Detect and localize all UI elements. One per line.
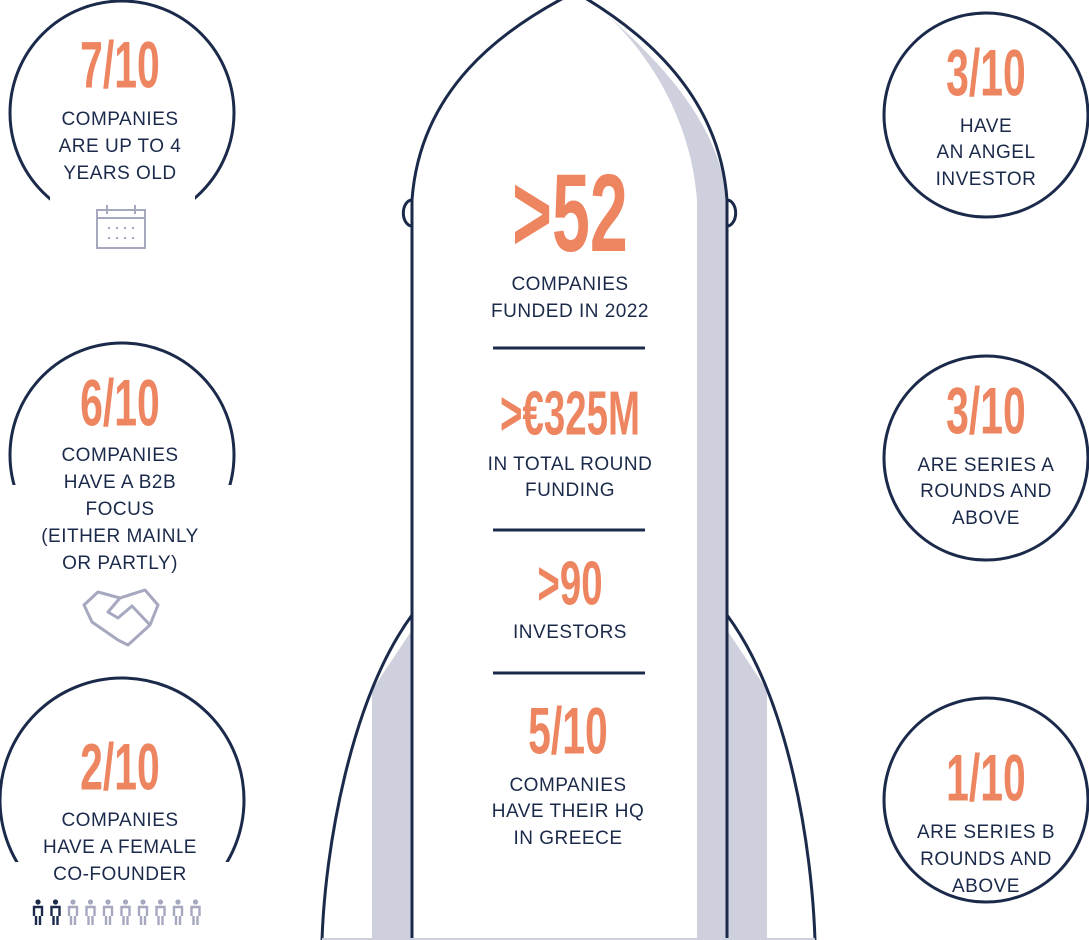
stat-number-wrap: 7/10	[80, 27, 160, 102]
stat-number: 3/10	[946, 373, 1026, 448]
stat-number: >90	[537, 548, 602, 618]
person-head	[35, 899, 40, 904]
stat-number-wrap: 2/10	[80, 729, 160, 804]
stat-number-wrap: 3/10	[946, 373, 1026, 448]
stat-text: HAVE THEIR HQ	[492, 801, 645, 822]
stat-text: FUNDING	[525, 480, 615, 501]
stat-text: HAVE	[960, 116, 1012, 137]
person-head	[70, 899, 75, 904]
stat-text: (EITHER MAINLY	[41, 526, 199, 547]
stat-text: INVESTOR	[936, 169, 1037, 190]
stat-number: 3/10	[946, 35, 1026, 110]
stat-text: ABOVE	[952, 508, 1020, 529]
person-head	[105, 899, 110, 904]
stat-text: COMPANIES	[61, 445, 178, 466]
stat-text: ARE SERIES B	[917, 822, 1055, 843]
stat-number-wrap: >€325M	[500, 378, 640, 448]
stat-number: 7/10	[80, 27, 160, 102]
stat-text: HAVE A FEMALE	[43, 837, 197, 858]
stat-number-wrap: 5/10	[528, 693, 608, 768]
stat-text: COMPANIES	[61, 810, 178, 831]
stat-text: ABOVE	[952, 876, 1020, 897]
stat-number-wrap: 6/10	[80, 365, 160, 440]
stat-text: OR PARTLY)	[62, 553, 178, 574]
stat-number: >€325M	[500, 378, 640, 448]
stat-number-wrap: >52	[512, 152, 628, 275]
person-head	[175, 899, 180, 904]
person-head	[123, 899, 128, 904]
stat-number-wrap: 1/10	[946, 740, 1026, 815]
stat-number-wrap: 3/10	[946, 35, 1026, 110]
stat-number: >52	[512, 152, 628, 275]
stat-text: ROUNDS AND	[920, 481, 1052, 502]
stat-number: 5/10	[528, 693, 608, 768]
stat-text: COMPANIES	[61, 109, 178, 130]
stat-text: ROUNDS AND	[920, 849, 1052, 870]
stat-text: CO-FOUNDER	[53, 864, 187, 885]
stat-text: COMPANIES	[509, 775, 626, 796]
stat-text: IN GREECE	[513, 828, 622, 849]
stat-text: INVESTORS	[513, 622, 627, 643]
stat-text: HAVE A B2B	[64, 472, 176, 493]
stat-text: YEARS OLD	[63, 163, 176, 184]
stat-text: FUNDED IN 2022	[491, 301, 649, 322]
stat-text: ARE UP TO 4	[59, 136, 182, 157]
stat-text: IN TOTAL ROUND	[488, 454, 653, 475]
stat-text: ARE SERIES A	[918, 455, 1055, 476]
stat-text: FOCUS	[86, 499, 155, 520]
person-head	[88, 899, 93, 904]
person-head	[193, 899, 198, 904]
person-head	[53, 899, 58, 904]
infographic: >52COMPANIESFUNDED IN 2022>€325MIN TOTAL…	[0, 0, 1089, 940]
person-head	[140, 899, 145, 904]
stat-number: 6/10	[80, 365, 160, 440]
stat-number-wrap: >90	[537, 548, 602, 618]
person-head	[158, 899, 163, 904]
stat-number: 1/10	[946, 740, 1026, 815]
stat-number: 2/10	[80, 729, 160, 804]
stat-text: COMPANIES	[511, 274, 628, 295]
stat-text: AN ANGEL	[936, 142, 1035, 163]
